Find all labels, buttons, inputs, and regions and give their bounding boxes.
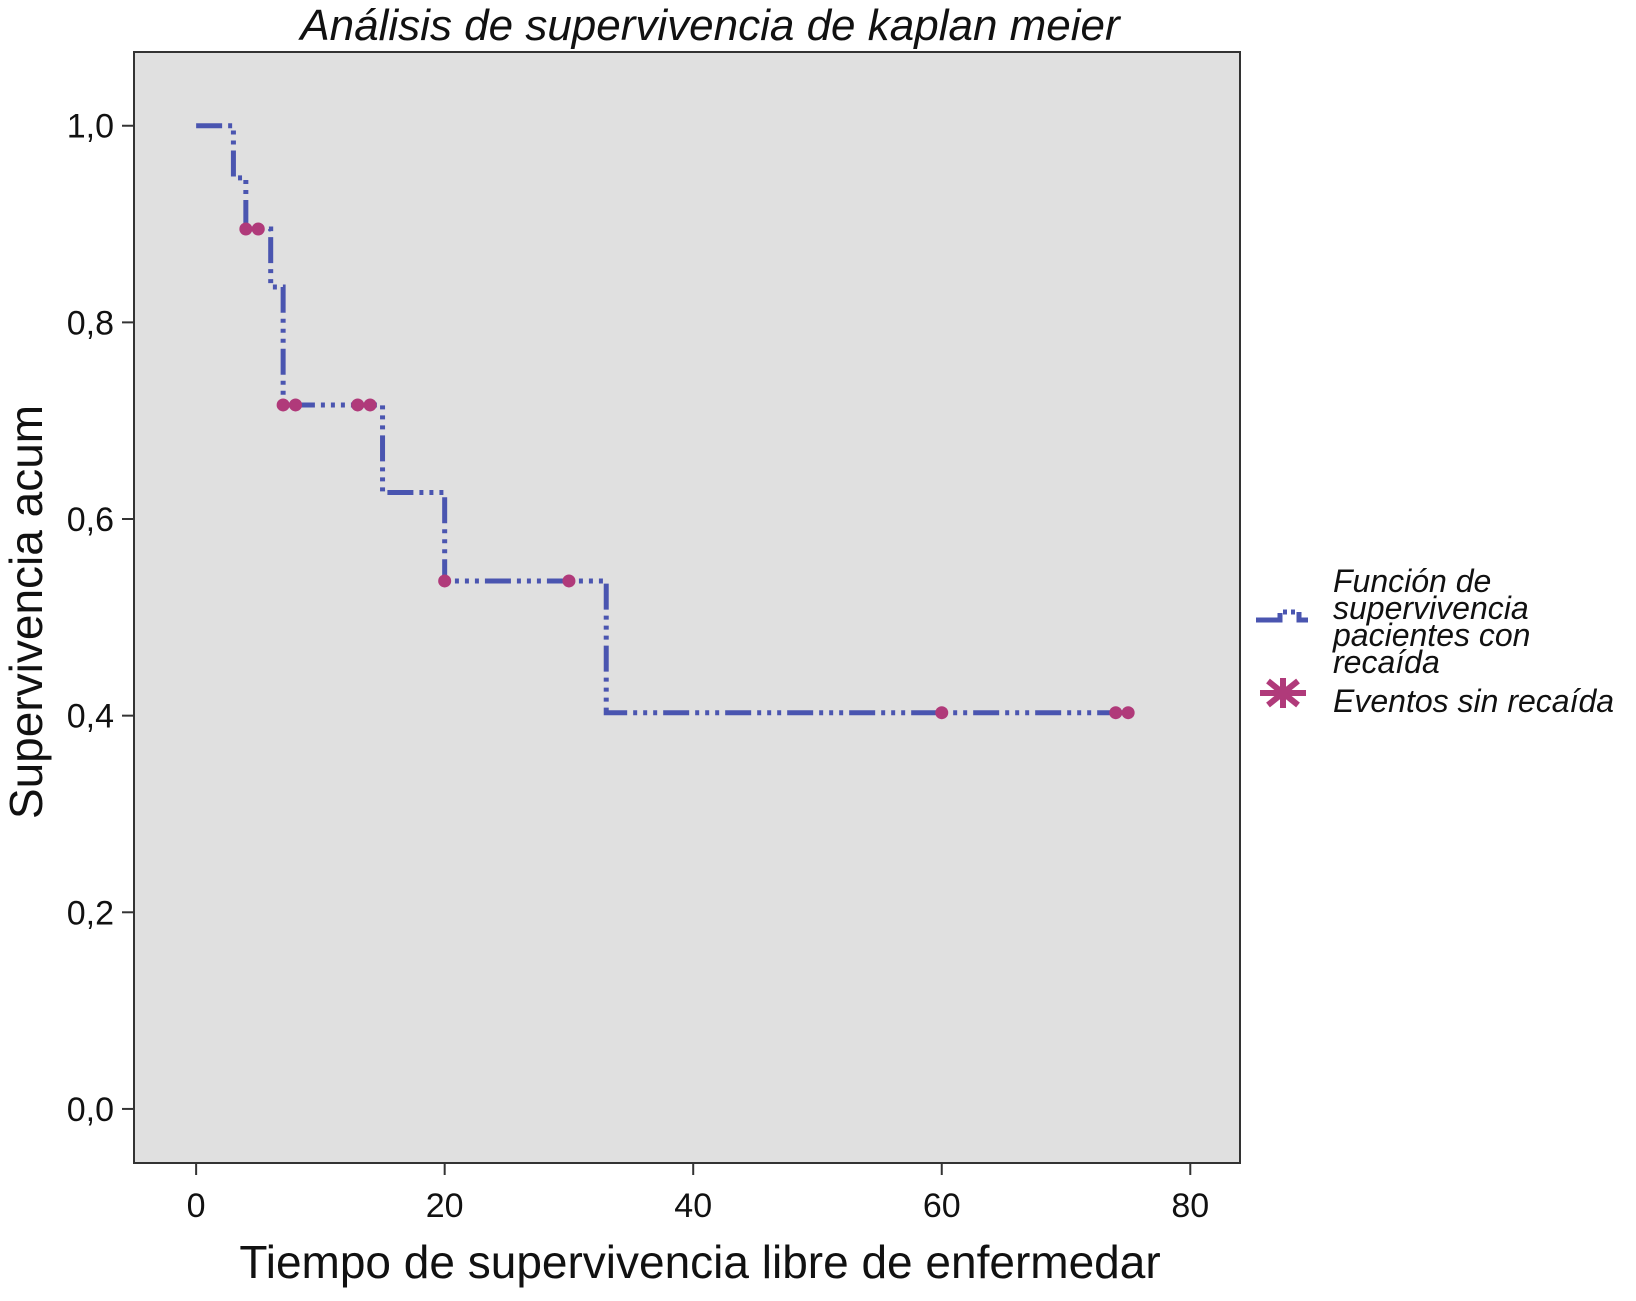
y-tick-label: 0,8 xyxy=(67,304,114,342)
chart-title: Análisis de supervivencia de kaplan meie… xyxy=(297,1,1122,50)
censor-marker xyxy=(239,222,253,236)
legend-label-survival: Función de xyxy=(1333,563,1491,599)
x-tick-label: 20 xyxy=(426,1187,464,1225)
censor-marker xyxy=(351,398,365,412)
y-tick-label: 0,2 xyxy=(67,894,114,932)
legend-censor-star-icon xyxy=(1260,678,1306,708)
censor-marker xyxy=(1109,706,1123,720)
censor-marker xyxy=(289,398,303,412)
plot-area xyxy=(133,51,1241,1164)
censor-marker xyxy=(276,398,290,412)
legend-step-swatch xyxy=(1256,609,1308,623)
x-tick-label: 40 xyxy=(674,1187,712,1225)
legend-label-survival: supervivencia xyxy=(1333,590,1529,626)
censor-marker xyxy=(1121,706,1135,720)
y-tick-label: 1,0 xyxy=(67,108,114,146)
censor-marker xyxy=(438,574,452,588)
x-axis: 0 20 40 60 80 xyxy=(187,1163,1209,1225)
x-tick-label: 60 xyxy=(923,1187,961,1225)
survival-step-line xyxy=(196,123,1129,716)
y-tick-label: 0,4 xyxy=(67,698,114,736)
censor-marker xyxy=(562,574,576,588)
censor-marker xyxy=(935,706,949,720)
series-layer xyxy=(196,123,1135,720)
y-axis-title: Supervivencia acum xyxy=(0,405,52,819)
legend-label-survival: pacientes con xyxy=(1332,617,1530,653)
y-tick-label: 0,6 xyxy=(67,501,114,539)
censor-marker xyxy=(363,398,377,412)
x-axis-title: Tiempo de supervivencia libre de enferme… xyxy=(239,1236,1160,1288)
x-tick-label: 0 xyxy=(187,1187,206,1225)
x-tick-label: 80 xyxy=(1171,1187,1209,1225)
censor-marker xyxy=(251,222,265,236)
y-axis: 0,0 0,2 0,4 0,6 0,8 1,0 xyxy=(67,108,134,1129)
y-tick-label: 0,0 xyxy=(67,1091,114,1129)
legend-label-survival: recaída xyxy=(1333,644,1440,680)
legend-label-censor: Eventos sin recaída xyxy=(1333,683,1614,719)
